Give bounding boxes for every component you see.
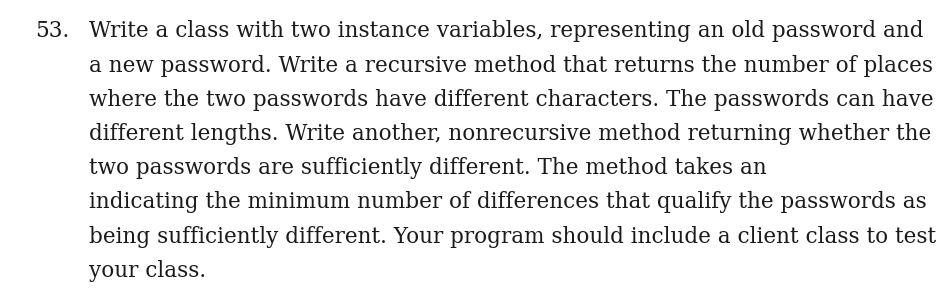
Text: different lengths. Write another, nonrecursive method returning whether the: different lengths. Write another, nonrec… <box>89 123 931 145</box>
Text: two passwords are sufficiently different. The method takes an: two passwords are sufficiently different… <box>89 157 773 179</box>
Text: being sufficiently different. Your program should include a client class to test: being sufficiently different. Your progr… <box>89 226 936 248</box>
Text: Write a class with two instance variables, representing an old password and: Write a class with two instance variable… <box>89 20 924 42</box>
Text: your class.: your class. <box>89 260 206 282</box>
Text: 53.: 53. <box>36 20 70 42</box>
Text: indicating the minimum number of differences that qualify the passwords as: indicating the minimum number of differe… <box>89 191 927 213</box>
Text: where the two passwords have different characters. The passwords can have: where the two passwords have different c… <box>89 89 933 111</box>
Text: a new password. Write a recursive method that returns the number of places: a new password. Write a recursive method… <box>89 55 933 77</box>
